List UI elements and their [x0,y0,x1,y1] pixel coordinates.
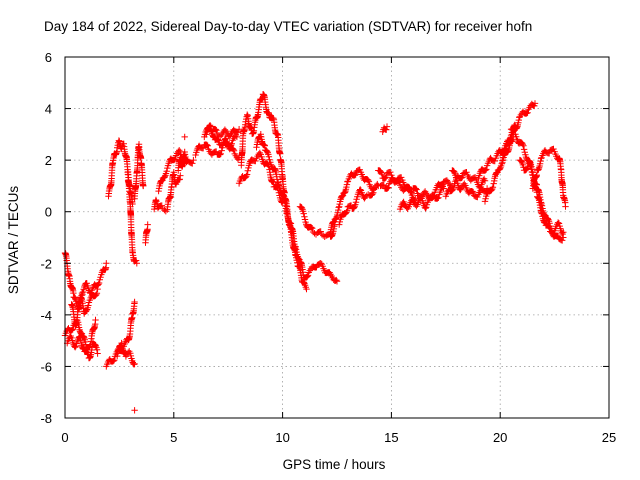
data-track-30 [449,167,491,201]
x-tick-label: 15 [384,430,398,445]
data-track-17 [203,122,241,150]
data-point-markers [175,148,191,174]
y-tick-label: -8 [40,411,52,426]
y-axis-label: SDTVAR / TECUs [6,186,21,295]
data-point-markers [327,166,378,236]
x-tick-label: 10 [275,430,289,445]
data-track-36 [529,145,569,210]
x-tick-label: 0 [61,430,68,445]
y-tick-label: 2 [45,153,52,168]
data-track-26 [379,123,391,135]
data-track-5 [114,339,138,368]
data-point-markers [131,407,138,414]
data-point-markers [203,122,241,150]
data-track-16 [201,124,243,141]
data-track-14 [181,133,188,141]
y-tick-label: -4 [40,308,52,323]
data-point-markers [124,177,140,267]
data-track-8 [124,177,140,267]
y-tick-label: -2 [40,256,52,271]
data-track-3 [68,285,101,330]
y-tick-label: -6 [40,359,52,374]
data-point-markers [114,339,138,368]
chart-title: Day 184 of 2022, Sidereal Day-to-day VTE… [44,19,532,34]
data-point-markers [151,169,184,215]
data-track-21 [296,203,338,240]
data-point-markers [131,141,147,202]
y-tick-label: 0 [45,205,52,220]
data-points [61,91,569,414]
data-track-20 [253,131,341,285]
data-point-markers [410,183,447,202]
data-point-markers [181,133,188,141]
data-point-markers [201,124,243,141]
data-point-markers [68,285,101,330]
data-point-markers [336,180,382,228]
data-point-markers [377,174,419,204]
data-track-22 [327,166,378,236]
y-tick-label: 4 [45,102,52,117]
data-track-25 [377,174,419,204]
data-point-markers [105,137,136,208]
data-point-markers [449,167,491,201]
data-point-markers [379,123,391,135]
data-point-markers [64,332,101,362]
data-point-markers [142,221,151,246]
data-track-10 [142,221,151,246]
x-tick-label: 25 [602,430,616,445]
axis-ticks: 0 5 10 15 20 25 -8 -6 -4 -2 0 2 4 6 [40,50,616,445]
data-track-6 [131,407,138,414]
x-tick-label: 5 [170,430,177,445]
data-track-13 [175,148,191,174]
data-track-28 [410,183,447,202]
x-tick-label: 20 [493,430,507,445]
plot-frame [64,56,610,419]
data-track-9 [131,141,147,202]
data-point-markers [253,131,341,285]
y-tick-label: 6 [45,50,52,65]
data-track-7 [105,137,136,208]
data-track-11 [151,169,184,215]
x-axis-label: GPS time / hours [283,457,386,472]
data-track-23 [336,180,382,228]
data-track-2 [64,332,101,362]
data-point-markers [529,145,569,210]
data-point-markers [296,203,338,240]
grid [65,57,609,418]
